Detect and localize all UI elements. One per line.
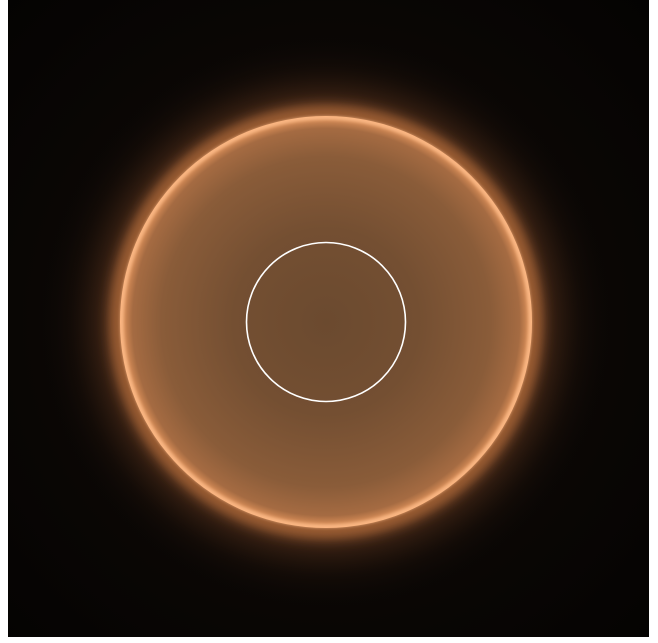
disc-rim (120, 116, 532, 528)
halo-glow (109, 105, 543, 539)
inner-circle-outline (245, 241, 407, 403)
image-frame (8, 0, 649, 637)
glowing-disc (120, 116, 532, 528)
ring-scene (8, 0, 649, 637)
